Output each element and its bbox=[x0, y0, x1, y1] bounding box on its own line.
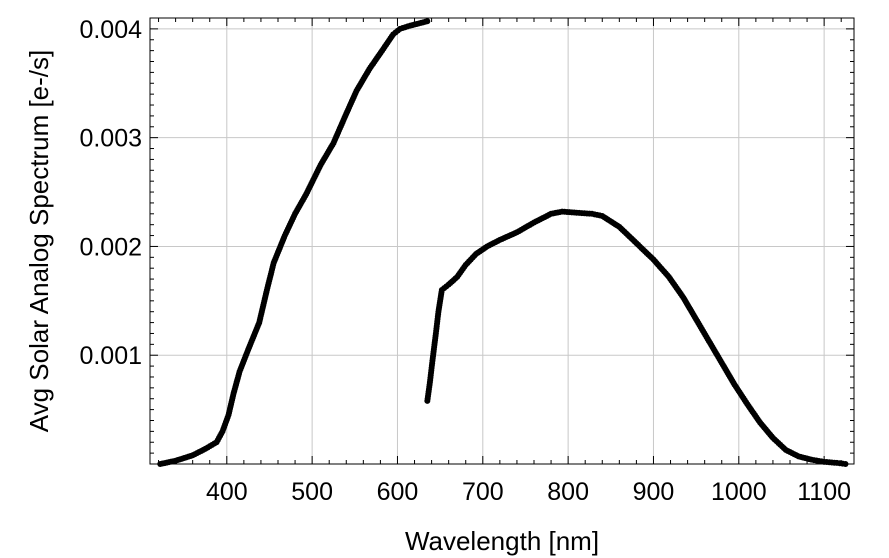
data-point bbox=[424, 18, 431, 25]
x-tick-label: 1000 bbox=[711, 478, 767, 506]
y-tick-label: 0.002 bbox=[79, 233, 142, 261]
data-points bbox=[157, 18, 849, 467]
grid bbox=[150, 18, 854, 464]
axis-ticks bbox=[150, 18, 854, 464]
x-tick-label: 600 bbox=[377, 478, 419, 506]
x-tick-label: 500 bbox=[291, 478, 333, 506]
x-tick-label: 400 bbox=[206, 478, 248, 506]
y-tick-label: 0.004 bbox=[79, 16, 142, 44]
x-axis-title: Wavelength [nm] bbox=[405, 526, 599, 556]
x-tick-label: 700 bbox=[462, 478, 504, 506]
tick-labels: 400 500 600 700 800 900 1000 1100 0.001 0.002 0.00… bbox=[79, 16, 851, 506]
series-1 bbox=[157, 18, 431, 467]
x-tick-label: 800 bbox=[547, 478, 589, 506]
series-2 bbox=[424, 208, 849, 467]
y-tick-label: 0.001 bbox=[79, 342, 142, 370]
x-tick-label: 1100 bbox=[797, 478, 851, 506]
x-tick-label: 900 bbox=[633, 478, 675, 506]
y-axis-title: Avg Solar Analog Spectrum [e-/s] bbox=[24, 50, 54, 433]
plot-frame bbox=[149, 17, 855, 465]
y-tick-label: 0.003 bbox=[79, 125, 142, 153]
